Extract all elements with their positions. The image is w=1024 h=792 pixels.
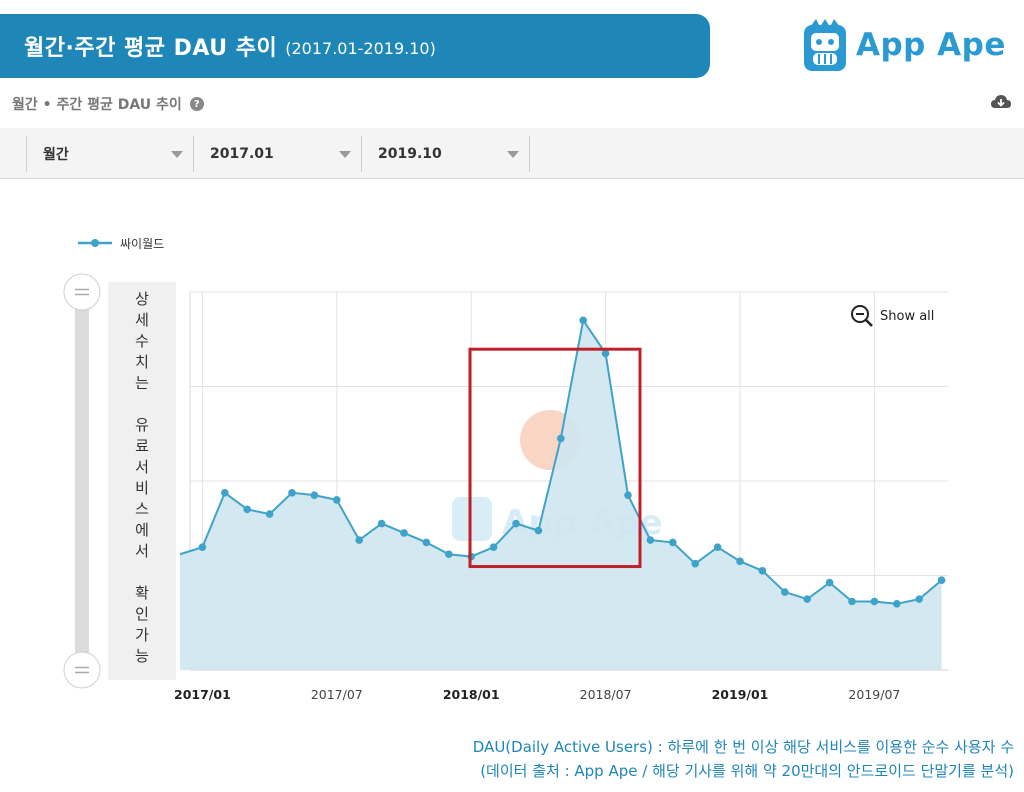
locked-values-char: 인: [135, 605, 149, 623]
data-point[interactable]: [825, 578, 834, 587]
show-all-button[interactable]: Show all: [880, 309, 934, 324]
x-tick-label: 2017/01: [174, 687, 231, 702]
question-circle-icon[interactable]: ?: [189, 97, 204, 111]
data-point[interactable]: [557, 434, 565, 443]
data-point[interactable]: [355, 536, 364, 544]
data-point[interactable]: [915, 595, 923, 603]
end-month-select[interactable]: 2019.10: [362, 136, 530, 172]
locked-values-char: 유: [135, 416, 149, 434]
range-slider-top-handle[interactable]: [63, 273, 101, 311]
data-point[interactable]: [534, 526, 543, 535]
data-point[interactable]: [736, 557, 744, 566]
data-point[interactable]: [669, 538, 677, 547]
page-title: 월간·주간 평균 DAU 추이: [24, 36, 278, 61]
start-month-select[interactable]: 2017.01: [194, 136, 362, 172]
legend-marker: [91, 239, 99, 247]
zoom-out-icon[interactable]: [851, 305, 873, 327]
header-banner: 월간·주간 평균 DAU 추이 (2017.01-2019.10): [0, 14, 710, 78]
locked-values-char: 료: [135, 437, 149, 455]
chevron-down-icon: [171, 151, 183, 158]
locked-values-char: 에: [135, 521, 149, 539]
series-area: [180, 320, 942, 670]
dau-trend-chart: 2017/01 2017/07 2018/01 2018/07 2019/01 2019/…: [63, 237, 948, 702]
locked-values-char: 가: [135, 626, 149, 644]
x-tick-label: 2017/07: [311, 687, 363, 702]
data-point[interactable]: [288, 489, 296, 497]
locked-values-panel: [108, 282, 176, 680]
x-tick-label: 2018/01: [443, 687, 500, 702]
logo-text: App Ape: [856, 27, 1006, 63]
period-select-value: 월간: [43, 147, 69, 163]
data-point[interactable]: [713, 543, 722, 551]
end-month-value: 2019.10: [378, 146, 442, 162]
data-point[interactable]: [445, 550, 453, 559]
data-point[interactable]: [422, 538, 431, 547]
data-point[interactable]: [310, 491, 319, 499]
data-point[interactable]: [489, 543, 498, 551]
locked-values-char: 능: [135, 647, 149, 665]
data-point[interactable]: [646, 536, 655, 544]
chart-subheader: 월간 • 주간 평균 DAU 추이 ?: [12, 92, 1012, 116]
data-point[interactable]: [870, 597, 879, 606]
data-point[interactable]: [512, 519, 520, 528]
period-select[interactable]: 월간: [26, 136, 194, 172]
x-tick-label: 2018/07: [580, 687, 632, 702]
x-tick-label: 2019/01: [712, 687, 769, 702]
app-ape-logo: App Ape: [802, 17, 1006, 73]
data-point[interactable]: [848, 597, 856, 606]
data-point[interactable]: [781, 588, 789, 596]
locked-values-char: 서: [135, 458, 149, 476]
data-point[interactable]: [803, 595, 811, 603]
data-point[interactable]: [198, 543, 207, 551]
highlight-box: [468, 347, 642, 569]
data-point[interactable]: [937, 576, 946, 585]
locked-values-char: 수: [135, 332, 149, 350]
data-point[interactable]: [377, 519, 386, 528]
data-point[interactable]: [243, 505, 251, 514]
data-point[interactable]: [221, 489, 229, 497]
data-point[interactable]: [333, 496, 341, 504]
data-point[interactable]: [400, 529, 408, 537]
locked-values-char: 치: [135, 353, 149, 371]
app-ape-monkey-icon: [804, 19, 846, 71]
app-ape-watermark-icon: [452, 497, 492, 541]
data-point[interactable]: [691, 559, 699, 568]
data-point[interactable]: [893, 600, 901, 608]
start-month-value: 2017.01: [210, 146, 274, 162]
data-point[interactable]: [601, 349, 610, 358]
data-point[interactable]: [265, 510, 274, 518]
page-date-range: (2017.01-2019.10): [285, 38, 436, 58]
chevron-down-icon: [507, 151, 519, 158]
legend-label[interactable]: 싸이월드: [120, 237, 164, 251]
locked-values-char: 는: [135, 374, 149, 392]
locked-values-char: 스: [135, 500, 149, 518]
locked-values-char: 상: [135, 290, 149, 308]
data-point[interactable]: [579, 316, 587, 325]
locked-values-char: 세: [135, 311, 149, 329]
range-slider-bottom-handle[interactable]: [63, 651, 101, 689]
x-tick-label: 2019/07: [848, 687, 900, 702]
locked-values-char: 비: [135, 479, 149, 497]
footnote-data-source: (데이터 출처 : App Ape / 해당 기사를 위해 약 20만대의 안드…: [480, 762, 1014, 780]
data-point[interactable]: [624, 491, 632, 499]
chevron-down-icon: [339, 151, 351, 158]
filter-bar: 월간 2017.01 2019.10: [0, 128, 1024, 179]
locked-values-char: 확: [135, 584, 149, 602]
chart-panel-title: 월간 • 주간 평균 DAU 추이: [12, 97, 182, 113]
cloud-download-icon[interactable]: [990, 92, 1012, 112]
range-slider-track[interactable]: [75, 292, 89, 670]
data-point[interactable]: [758, 566, 767, 575]
footnote-dau-definition: DAU(Daily Active Users) : 하루에 한 번 이상 해당 …: [472, 738, 1014, 756]
locked-values-char: 서: [135, 542, 149, 560]
